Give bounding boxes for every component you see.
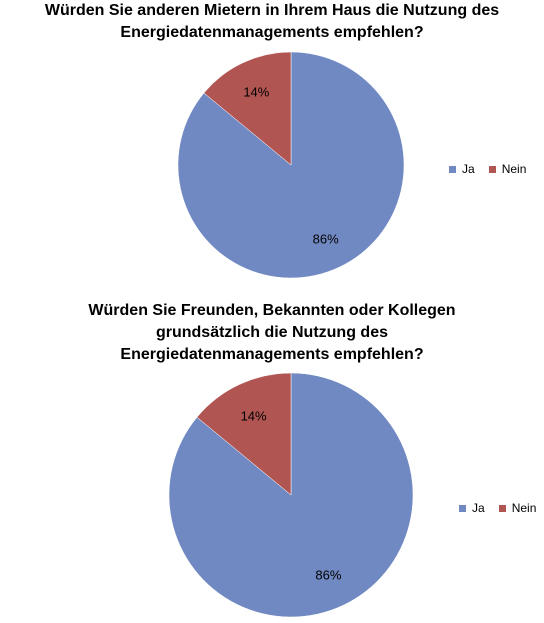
slice-label-nein: 14% bbox=[243, 84, 269, 99]
legend-swatch-ja bbox=[459, 504, 466, 512]
legend-swatch-ja bbox=[449, 165, 456, 173]
legend-item-ja: Ja bbox=[449, 162, 475, 176]
legend-item-nein: Nein bbox=[488, 162, 527, 176]
legend-label-nein: Nein bbox=[501, 162, 527, 176]
slice-label-ja: 86% bbox=[313, 232, 339, 247]
pie-slice-nein bbox=[196, 372, 292, 496]
pie-slice-nein bbox=[203, 51, 292, 166]
chart-2-pie: 86% 14% bbox=[168, 372, 414, 618]
chart-1: Würden Sie anderen Mietern in Ihrem Haus… bbox=[0, 0, 544, 300]
legend-label-nein: Nein bbox=[511, 501, 537, 515]
chart-2-title: Würden Sie Freunden, Bekannten oder Koll… bbox=[88, 302, 456, 363]
slice-label-ja: 86% bbox=[315, 567, 341, 582]
slice-label-nein: 14% bbox=[241, 409, 267, 424]
legend-swatch-nein bbox=[498, 504, 506, 512]
legend-label-ja: Ja bbox=[462, 162, 475, 176]
chart-2-legend: Ja Nein bbox=[459, 501, 544, 515]
chart-1-legend: Ja Nein bbox=[449, 162, 540, 176]
chart-1-pie: 86% 14% bbox=[177, 51, 405, 279]
chart-1-title: Würden Sie anderen Mietern in Ihrem Haus… bbox=[44, 2, 500, 41]
legend-item-nein: Nein bbox=[498, 501, 537, 515]
chart-2: Würden Sie Freunden, Bekannten oder Koll… bbox=[0, 300, 544, 623]
legend-item-ja: Ja bbox=[459, 501, 485, 515]
legend-swatch-nein bbox=[488, 165, 496, 173]
legend-label-ja: Ja bbox=[472, 501, 485, 515]
